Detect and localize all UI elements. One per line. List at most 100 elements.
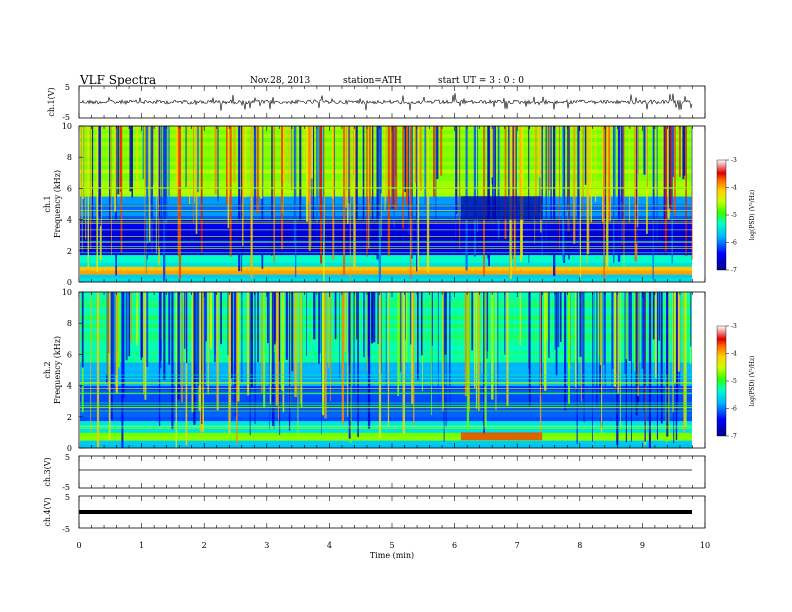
- spectrogram-streak: [311, 126, 313, 179]
- spectrogram-streak: [614, 126, 616, 213]
- spectrogram-streak: [405, 126, 408, 205]
- spectrogram-streak: [435, 126, 437, 227]
- ch4-xticks: [78, 496, 706, 528]
- spectrogram-streak: [583, 292, 585, 423]
- spectrogram-streak: [539, 292, 542, 434]
- ch1-spec-ylabel: Frequency (kHz): [53, 170, 62, 238]
- spectrogram-streak: [475, 292, 478, 409]
- spectrogram-streak: [241, 126, 244, 246]
- spectrogram-streak: [399, 292, 401, 386]
- spectrogram-streak: [387, 292, 390, 427]
- spectrogram-streak: [420, 126, 422, 191]
- spectrogram-streak: [424, 126, 427, 214]
- spectrogram-line: [80, 236, 692, 237]
- spectrogram-streak: [646, 126, 648, 234]
- spectrogram-streak: [160, 292, 162, 362]
- spectrogram-streak: [256, 126, 259, 214]
- spectrogram-line: [80, 374, 692, 376]
- ch1-waveform-panel: 5 -5 ch.1(V): [47, 83, 706, 122]
- spectrogram-streak: [345, 126, 347, 208]
- spectrogram-streak: [294, 292, 297, 397]
- spectrogram-streak: [136, 292, 139, 346]
- spectrogram-streak: [474, 292, 476, 389]
- spectrogram-line: [80, 248, 692, 249]
- spectrogram-band: [80, 258, 692, 263]
- spectrogram-streak: [377, 292, 379, 344]
- spectrogram-band: [80, 246, 692, 252]
- spectrogram-band: [80, 211, 692, 217]
- spectrogram-streak: [594, 126, 597, 202]
- spectrogram-streak: [656, 292, 658, 440]
- spectrogram-streak: [387, 126, 391, 256]
- spectrogram-streak: [168, 292, 171, 365]
- spectrogram-streak: [623, 126, 625, 253]
- freq-tick-label: 8: [67, 319, 72, 328]
- spectrogram-streak: [611, 292, 613, 408]
- spectrogram-streak: [128, 292, 131, 357]
- freq-tick-label: 8: [67, 153, 72, 162]
- spectrogram-streak: [353, 126, 356, 270]
- time-tick-label: 2: [202, 541, 207, 550]
- spectrogram-streak: [82, 126, 84, 199]
- spectrogram-streak: [318, 126, 320, 198]
- spectrogram-band: [80, 397, 692, 402]
- spectrogram-streak: [393, 126, 395, 228]
- spectrogram-streak: [269, 292, 272, 405]
- spectrogram-streak: [650, 292, 652, 397]
- spectrogram-streak: [125, 292, 128, 361]
- ch1-ytick-top: 5: [65, 83, 70, 92]
- spectrogram-streak: [140, 292, 142, 361]
- spectrogram-streak: [272, 292, 274, 427]
- spectrogram-streak: [332, 126, 334, 199]
- spectrogram-streak: [143, 292, 145, 395]
- spectrogram-band: [80, 274, 692, 279]
- spectrogram-line: [80, 187, 692, 188]
- spectrogram-streak: [229, 292, 231, 407]
- spectrogram-streak: [237, 292, 240, 402]
- spectrogram-streak: [232, 292, 234, 421]
- colorbar-tick-label: -7: [731, 433, 737, 440]
- spectrogram-streak: [114, 126, 117, 212]
- spectrogram-streak: [293, 126, 296, 246]
- spectrogram-streak: [322, 292, 325, 416]
- ch2-spectrogram-image: [80, 292, 692, 449]
- spectrogram-streak: [436, 126, 439, 179]
- spectrogram-streak: [226, 126, 228, 204]
- spectrogram-streak: [404, 292, 406, 340]
- spectrogram-streak: [617, 126, 621, 262]
- spectrogram-streak: [490, 126, 493, 178]
- spectrogram-streak: [504, 292, 506, 355]
- ch1-ylabel: ch.1(V): [47, 87, 56, 116]
- spectrogram-streak: [579, 292, 582, 357]
- spectrogram-streak: [367, 292, 369, 372]
- spectrogram-streak: [606, 126, 609, 267]
- spectrogram-streak: [250, 126, 253, 278]
- spectrogram-streak: [343, 126, 346, 276]
- spectrogram-streak: [397, 292, 400, 396]
- ch1-spectrogram-image: [80, 126, 693, 283]
- spectrogram-streak: [196, 292, 200, 386]
- spectrogram-streak: [366, 126, 368, 257]
- spectrogram-streak: [547, 126, 549, 220]
- spectrogram-streak: [404, 126, 406, 192]
- freq-tick-label: 4: [67, 382, 72, 391]
- spectrogram-streak: [203, 292, 206, 394]
- freq-tick-label: 6: [67, 184, 72, 193]
- spectrogram-streak: [674, 126, 676, 216]
- spectrogram-streak: [241, 292, 243, 383]
- spectrogram-streak: [614, 292, 617, 387]
- spectrogram-streak: [652, 292, 655, 340]
- ch4-ytick-top: 5: [65, 493, 70, 502]
- spectrogram-line: [80, 388, 692, 389]
- spectrogram-streak: [363, 292, 365, 358]
- spectrogram-streak: [538, 126, 541, 178]
- spectrogram-streak: [146, 126, 149, 244]
- spectrogram-streak: [297, 292, 299, 438]
- spectrogram-streak: [534, 126, 536, 244]
- time-tick-label: 6: [452, 541, 457, 550]
- spectrogram-streak: [488, 126, 490, 267]
- spectrogram-streak: [241, 126, 243, 272]
- spectrogram-streak: [260, 126, 263, 199]
- spectrogram-streak: [181, 126, 183, 187]
- spectrogram-band: [80, 207, 692, 213]
